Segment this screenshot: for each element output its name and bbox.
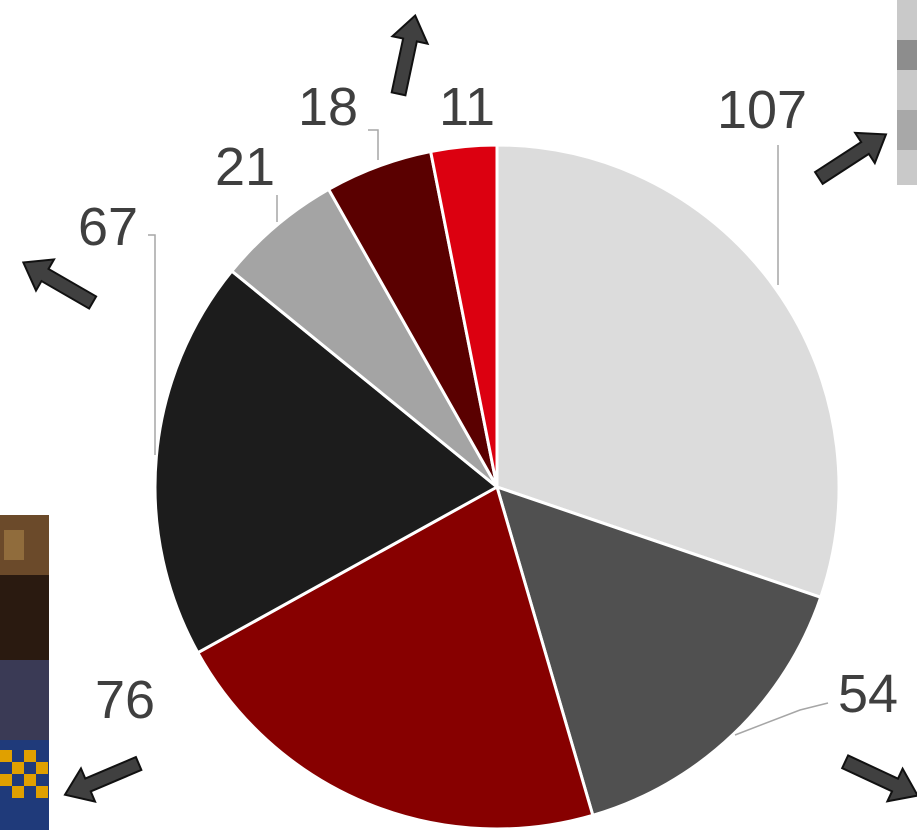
pie-slice-107 xyxy=(495,143,841,600)
pie-slices xyxy=(153,143,841,830)
leader-lines xyxy=(148,129,829,736)
data-label-54: 54 xyxy=(838,664,898,724)
pie-slice-21 xyxy=(229,187,499,489)
data-label-21: 21 xyxy=(215,137,275,197)
arrow-icon xyxy=(21,258,98,310)
leader-line-18 xyxy=(368,129,379,160)
data-label-67: 67 xyxy=(78,197,138,257)
pie-slice-11 xyxy=(428,143,499,488)
photo-thumbnail-icon xyxy=(0,515,49,830)
pie-slice-54 xyxy=(494,484,823,818)
leader-line-54 xyxy=(734,702,829,736)
leader-line-67 xyxy=(148,234,156,455)
data-label-76: 76 xyxy=(95,670,155,730)
arrow-icon xyxy=(813,131,888,186)
data-labels: 107 54 76 67 21 18 11 xyxy=(78,77,898,730)
data-label-18: 18 xyxy=(298,77,358,137)
photo-thumbnail-icon xyxy=(897,0,917,185)
arrow-icon xyxy=(840,754,917,803)
data-label-107: 107 xyxy=(717,80,807,140)
pie-slice-76 xyxy=(195,484,595,830)
data-label-11: 11 xyxy=(439,77,495,137)
arrow-icon xyxy=(63,755,143,803)
pie-slice-67 xyxy=(153,268,500,655)
arrow-icon xyxy=(390,13,430,97)
